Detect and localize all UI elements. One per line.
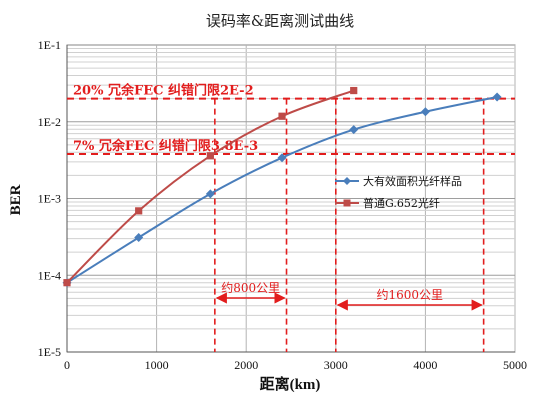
y-tick-label: 1E-5: [38, 345, 61, 359]
legend-marker: [343, 199, 351, 207]
x-tick-label: 2000: [234, 358, 258, 372]
series-1-point: [492, 92, 502, 102]
threshold-label: 7% 冗余FEC 纠错门限3.8E-3: [73, 138, 258, 154]
tick-labels: 0 1000 2000 3000 4000 5000 1E-1 1E-2 1E-3 1E-4 1E-…: [38, 38, 527, 372]
x-tick-label: 5000: [503, 358, 527, 372]
legend-label: 大有效面积光纤样品: [363, 174, 462, 188]
series-1-point: [420, 107, 430, 117]
legend-marker: [343, 177, 351, 185]
x-tick-label: 4000: [413, 358, 437, 372]
series-2-point: [206, 152, 214, 160]
y-tick-label: 1E-2: [38, 115, 61, 129]
series-layer: [62, 86, 502, 288]
chart-title: 误码率&距离测试曲线: [206, 12, 354, 30]
legend-label: 普通G.652光纤: [363, 196, 440, 210]
series-2-point: [63, 279, 71, 287]
x-axis-label: 距离(km): [260, 375, 321, 393]
y-tick-label: 1E-4: [38, 268, 61, 282]
series-1-point: [205, 189, 215, 199]
x-tick-label: 1000: [145, 358, 169, 372]
series-line-2: [66, 89, 355, 284]
series-2-point: [350, 86, 358, 95]
range-label: 约1600公里: [376, 287, 443, 302]
range-markers: 约800公里 约1600公里: [215, 280, 483, 311]
y-tick-label: 1E-3: [38, 192, 61, 206]
y-tick-label: 1E-1: [38, 38, 61, 52]
threshold-label: 20% 冗余FEC 纠错门限2E-2: [73, 83, 254, 99]
series-2-point: [135, 207, 143, 215]
series-1-point: [349, 125, 359, 135]
x-tick-label: 3000: [324, 358, 348, 372]
series-2-point: [278, 112, 286, 120]
series-1-point: [134, 233, 144, 243]
series-1-point: [277, 153, 287, 163]
x-tick-label: 0: [64, 358, 70, 372]
range-label: 约800公里: [221, 280, 280, 295]
threshold-lines: 20% 冗余FEC 纠错门限2E-2 7% 冗余FEC 纠错门限3.8E-3: [67, 83, 515, 352]
y-axis-label: BER: [8, 184, 24, 215]
